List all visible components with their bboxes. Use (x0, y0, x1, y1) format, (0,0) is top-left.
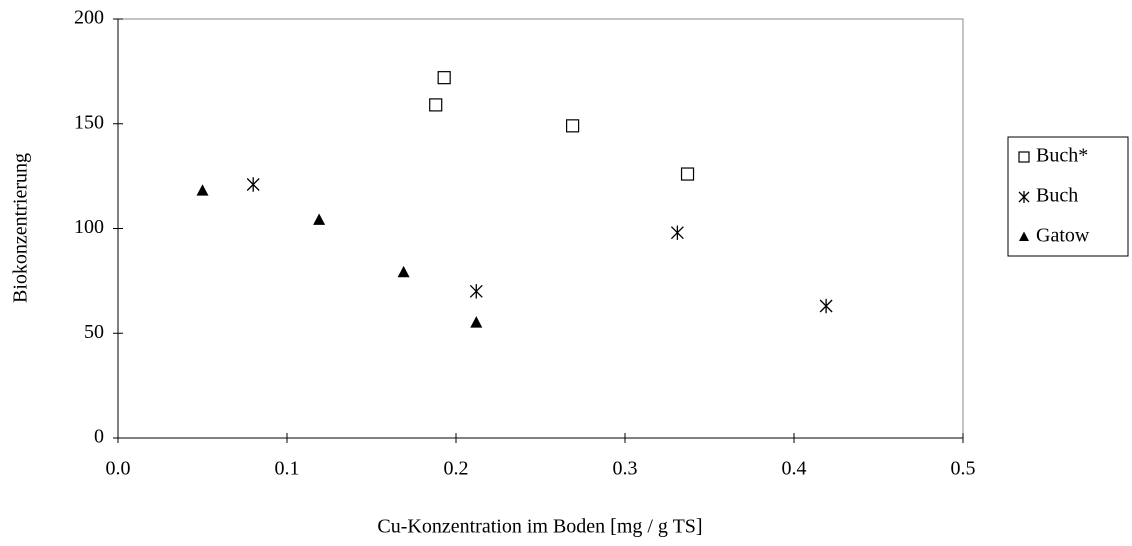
x-tick-label: 0.0 (106, 458, 131, 480)
y-tick-label: 150 (74, 111, 104, 133)
y-tick-label: 100 (74, 216, 104, 238)
legend-marker (1019, 231, 1029, 241)
point (429, 98, 443, 112)
point (670, 225, 684, 240)
y-tick-label: 200 (74, 7, 104, 29)
x-tick-label: 0.1 (275, 458, 300, 480)
plot-border (118, 18, 964, 438)
legend-marker (1018, 151, 1030, 163)
x-tick-label: 0.2 (444, 458, 469, 480)
y-tick-label: 0 (94, 426, 104, 448)
point (680, 167, 695, 181)
point (196, 184, 209, 196)
x-tick-label: 0.3 (613, 458, 638, 480)
point (469, 284, 483, 299)
point (313, 213, 326, 225)
legend-label: Buch* (1036, 145, 1088, 167)
legend-label: Buch (1036, 185, 1078, 207)
point (246, 177, 260, 192)
x-tick-label: 0.4 (782, 458, 807, 480)
point (566, 119, 580, 133)
point (437, 71, 451, 85)
point (819, 298, 833, 314)
point (397, 265, 410, 278)
legend-label: Gatow (1036, 225, 1090, 247)
point (470, 316, 483, 328)
x-tick-label: 0.5 (951, 458, 976, 480)
x-axis-label: Cu-Konzentration im Boden [mg / g TS] (377, 516, 702, 538)
y-tick-label: 50 (84, 321, 104, 343)
y-axis-label: Biokonzentrierung (10, 153, 32, 303)
legend-marker (1018, 191, 1030, 203)
